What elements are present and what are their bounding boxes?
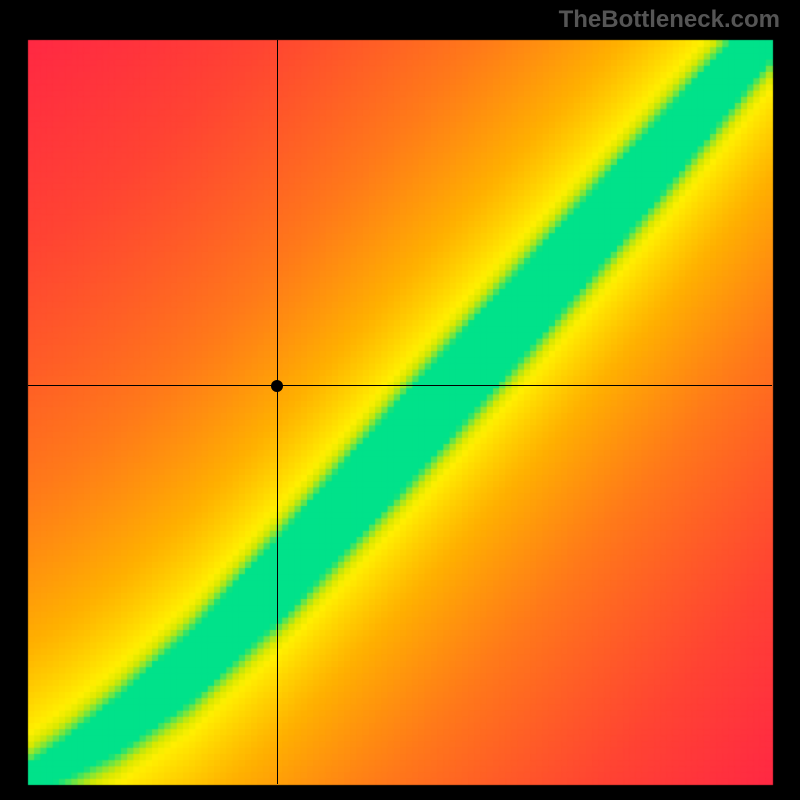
bottleneck-heatmap [0, 0, 800, 800]
crosshair-vertical [277, 40, 278, 784]
watermark-text: TheBottleneck.com [559, 6, 780, 34]
crosshair-horizontal [28, 385, 772, 386]
